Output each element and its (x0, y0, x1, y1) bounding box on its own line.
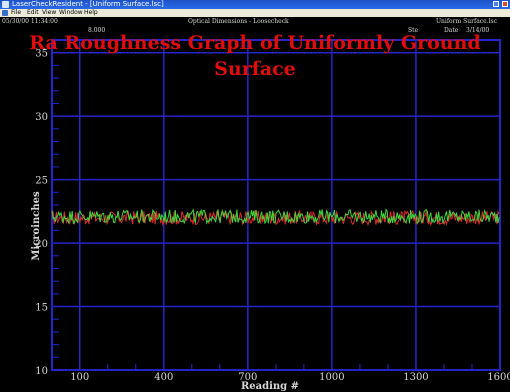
y-tick-label: 35 (35, 49, 48, 60)
mode-label: Optical Dimensions - Loosecheck (188, 18, 289, 25)
menu-view[interactable]: View (42, 9, 57, 16)
x-tick-label: 700 (238, 372, 257, 383)
series-line-2 (51, 208, 500, 225)
window-titlebar: LaserCheckResident - [Uniform Surface.ls… (0, 0, 510, 9)
datetime-label: 05/30/00 11:34:00 (2, 18, 58, 25)
x-tick-label: 1000 (319, 372, 344, 383)
y-tick-label: 30 (35, 112, 48, 123)
menu-file[interactable]: File (11, 9, 22, 16)
x-axis-label: Reading # (241, 381, 299, 392)
partial-right-value: 3/14/00 (466, 27, 490, 34)
x-tick-label: 100 (70, 372, 89, 383)
y-tick-label: 20 (35, 239, 48, 250)
minimize-button[interactable] (493, 1, 499, 7)
menu-window[interactable]: Window (59, 9, 83, 16)
partial-label: Ste (408, 27, 419, 34)
file-label: Uniform Surface.lsc (436, 18, 497, 25)
close-button[interactable] (502, 1, 508, 7)
x-tick-label: 1600 (487, 372, 510, 383)
y-axis-label: Microinches (31, 191, 42, 261)
menu-edit[interactable]: Edit (27, 9, 39, 16)
document-icon (2, 10, 8, 16)
y-tick-label: 25 (35, 176, 48, 187)
window-title: LaserCheckResident - [Uniform Surface.ls… (12, 0, 164, 8)
menu-bar: File Edit View Window Help (0, 9, 510, 17)
chart-series (51, 208, 500, 227)
menu-help[interactable]: Help (84, 9, 98, 16)
y-tick-label: 10 (35, 366, 48, 377)
x-tick-label: 400 (154, 372, 173, 383)
chart-labels: 10 15 20 25 30 35 100 400 700 1000 1300 1600 (35, 49, 510, 383)
chart-grid (51, 39, 501, 371)
x-tick-label: 1300 (403, 372, 428, 383)
app-icon (2, 1, 9, 8)
plot-frame (51, 39, 501, 371)
partial-right-label: Date (444, 27, 459, 34)
partial-value: 8.000 (88, 27, 106, 34)
y-tick-label: 15 (35, 303, 48, 314)
